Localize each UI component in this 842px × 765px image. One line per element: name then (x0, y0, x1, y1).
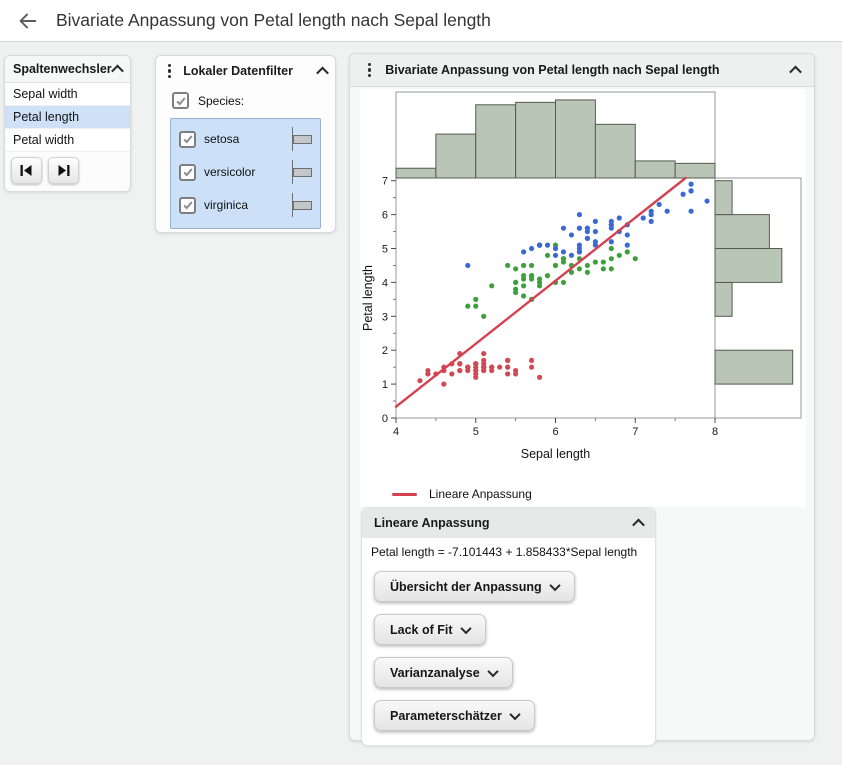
virginica-label: virginica (204, 198, 249, 212)
check-icon (182, 201, 193, 210)
collapse-chevron-icon[interactable] (316, 66, 329, 79)
setosa-checkbox[interactable] (179, 130, 196, 148)
fit-report-buttons: Übersicht der Anpassung Lack of Fit Vari… (362, 567, 655, 745)
column-switcher-title: Spaltenwechsler (13, 62, 112, 76)
chevron-down-icon (548, 579, 561, 591)
collapse-chevron-icon[interactable] (111, 64, 124, 77)
linear-fit-panel: Lineare Anpassung Petal length = -7.1014… (361, 507, 656, 746)
page-title: Bivariate Anpassung von Petal length nac… (56, 10, 491, 30)
svg-text:0: 0 (382, 413, 388, 425)
local-data-filter-panel: Lokaler Datenfilter Species: setosa (155, 55, 336, 233)
skip-next-icon (58, 165, 70, 176)
filter-level-row: versicolor (179, 160, 312, 184)
data-filter-body: Species: setosa versicolor (156, 86, 335, 229)
svg-text:5: 5 (382, 244, 388, 256)
svg-text:Sepal length: Sepal length (521, 447, 591, 461)
summary-of-fit-button[interactable]: Übersicht der Anpassung (374, 571, 575, 602)
data-filter-header: Lokaler Datenfilter (156, 56, 335, 86)
svg-text:4: 4 (393, 426, 399, 438)
column-item-petal-width[interactable]: Petal width (5, 129, 130, 152)
report-header: Bivariate Anpassung von Petal length nac… (350, 54, 814, 87)
column-switcher-header: Spaltenwechsler (5, 56, 130, 83)
bivariate-report-panel: Bivariate Anpassung von Petal length nac… (349, 53, 815, 746)
svg-text:4: 4 (382, 277, 388, 289)
app-header: Bivariate Anpassung von Petal length nac… (0, 0, 842, 42)
svg-text:7: 7 (632, 426, 638, 438)
versicolor-count-bar[interactable] (292, 160, 312, 184)
species-group-label: Species: (198, 93, 245, 108)
virginica-checkbox[interactable] (179, 196, 196, 214)
kebab-menu-icon[interactable] (364, 61, 375, 80)
previous-column-button[interactable] (11, 157, 42, 184)
button-label: Lack of Fit (390, 622, 453, 637)
graph-area: 4 5 6 7 8 0 1 2 3 4 5 6 7 Sepal length Petal length Li… (360, 89, 806, 507)
check-icon (175, 96, 186, 106)
svg-text:3: 3 (382, 311, 388, 323)
svg-text:7: 7 (382, 176, 388, 188)
svg-text:8: 8 (712, 426, 718, 438)
check-icon (182, 135, 193, 144)
setosa-count-bar[interactable] (292, 127, 312, 151)
chevron-down-icon (509, 708, 521, 720)
column-switcher-panel: Spaltenwechsler Sepal width Petal length… (4, 55, 131, 192)
button-label: Übersicht der Anpassung (390, 579, 542, 594)
setosa-label: setosa (204, 132, 240, 146)
svg-text:6: 6 (552, 426, 558, 438)
column-item-petal-length[interactable]: Petal length (5, 106, 130, 129)
chevron-down-icon (486, 665, 499, 677)
back-arrow-icon[interactable] (16, 10, 38, 32)
column-switch-nav (5, 152, 130, 191)
chevron-down-icon (459, 622, 472, 634)
filter-level-row: setosa (179, 127, 312, 151)
parameter-estimates-button[interactable]: Parameterschätzer (374, 700, 535, 731)
button-label: Varianzanalyse (390, 665, 480, 680)
column-list: Sepal width Petal length Petal width (5, 83, 130, 152)
svg-text:6: 6 (382, 210, 388, 222)
species-filter-box: setosa versicolor virginica (170, 118, 321, 229)
skip-previous-icon (20, 165, 32, 176)
kebab-menu-icon[interactable] (164, 62, 175, 81)
data-filter-title: Lokaler Datenfilter (183, 64, 293, 78)
legend-label: Lineare Anpassung (429, 487, 532, 501)
species-checkbox[interactable] (172, 92, 189, 109)
fit-line-swatch (392, 492, 417, 496)
species-group-row: Species: (172, 92, 325, 109)
svg-text:1: 1 (382, 379, 388, 391)
fit-panel-title: Lineare Anpassung (374, 516, 490, 530)
lack-of-fit-button[interactable]: Lack of Fit (374, 614, 486, 645)
virginica-count-bar[interactable] (292, 193, 312, 217)
check-icon (182, 168, 193, 177)
anova-button[interactable]: Varianzanalyse (374, 657, 513, 688)
svg-text:Petal length: Petal length (361, 265, 375, 331)
svg-text:5: 5 (473, 426, 479, 438)
bivariate-scatter-plot[interactable]: 4 5 6 7 8 0 1 2 3 4 5 6 7 Sepal length Petal length (360, 89, 806, 476)
button-label: Parameterschätzer (390, 708, 502, 723)
collapse-chevron-icon[interactable] (789, 65, 802, 78)
legend: Lineare Anpassung (360, 481, 806, 507)
filter-level-row: virginica (179, 193, 312, 217)
collapse-chevron-icon[interactable] (632, 518, 645, 531)
versicolor-checkbox[interactable] (179, 163, 196, 181)
svg-text:2: 2 (382, 345, 388, 357)
report-title: Bivariate Anpassung von Petal length nac… (385, 63, 720, 77)
next-column-button[interactable] (48, 157, 79, 184)
fit-equation: Petal length = -7.101443 + 1.858433*Sepa… (371, 545, 638, 559)
versicolor-label: versicolor (204, 165, 256, 179)
column-item-sepal-width[interactable]: Sepal width (5, 83, 130, 106)
fit-panel-header: Lineare Anpassung (362, 508, 655, 538)
